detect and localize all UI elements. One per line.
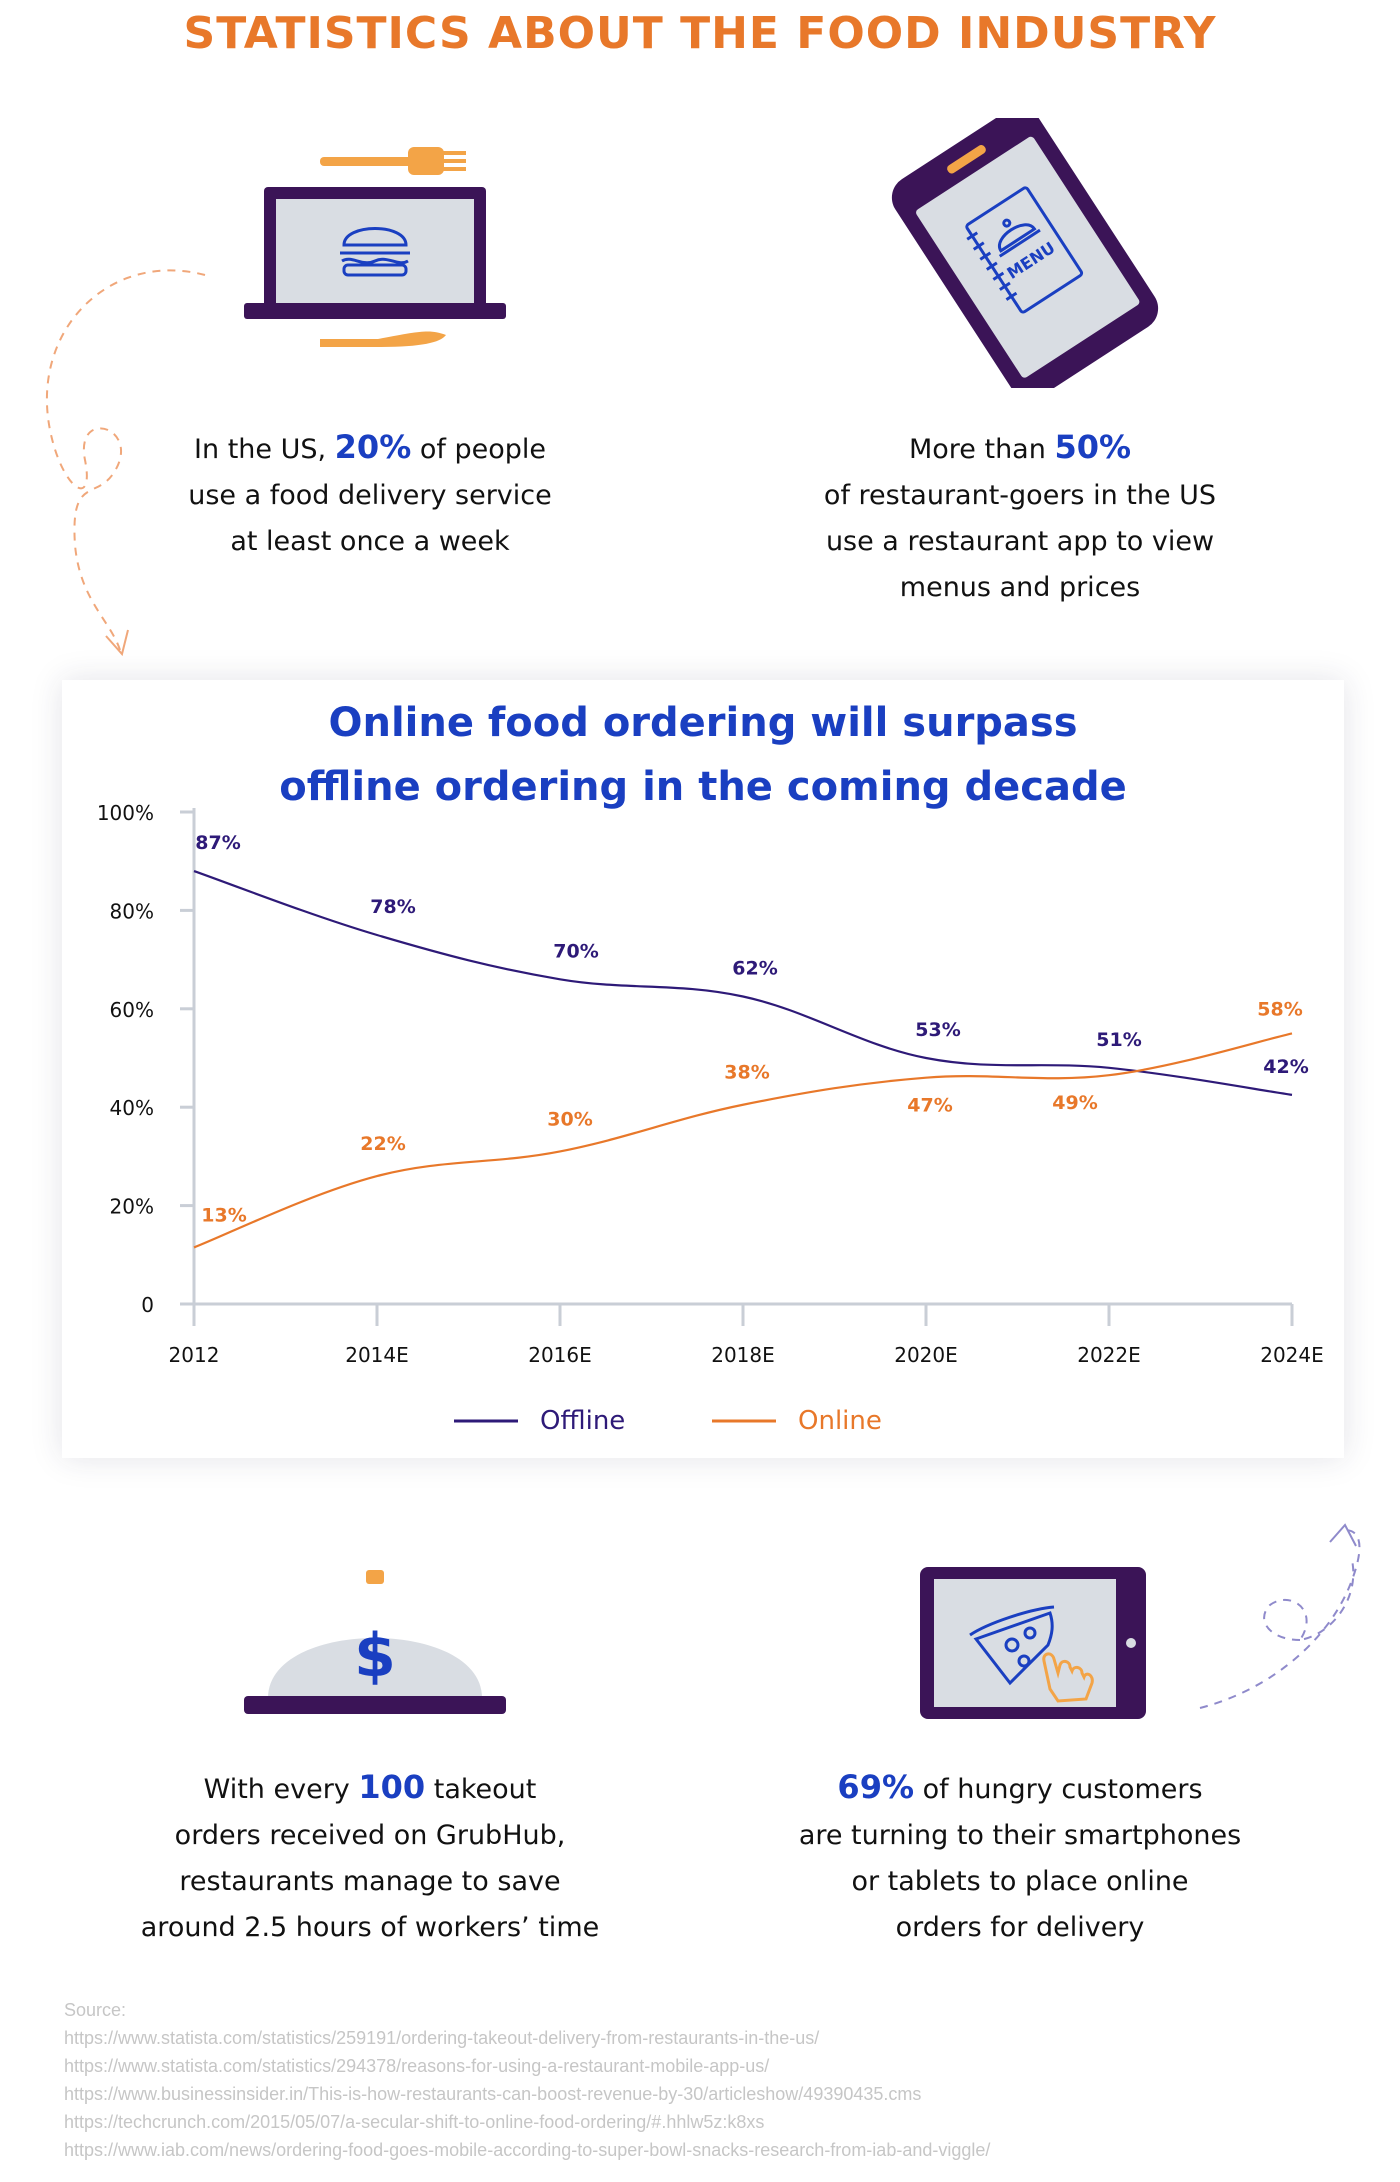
source-link[interactable]: https://www.statista.com/statistics/2591… [64,2028,820,2048]
x-tick-label: 2022E [1077,1343,1141,1367]
tablet-pizza-icon [920,1567,1146,1719]
source-link[interactable]: https://www.businessinsider.in/This-is-h… [64,2084,922,2104]
source-link[interactable]: https://techcrunch.com/2015/05/07/a-secu… [64,2112,765,2132]
source-link[interactable]: https://www.statista.com/statistics/2943… [64,2056,770,2076]
line-chart: 0 20% 40% 60% 80% 100% 2012 2014E 2016E 2018E 2020… [97,801,1324,1436]
x-tick-label: 2012 [169,1343,220,1367]
x-tick-label: 2014E [345,1343,409,1367]
chart-card: Online food ordering will surpass offlin… [62,680,1344,1458]
data-label-online: 22% [360,1133,405,1155]
sources-label: Source: [64,2000,127,2020]
data-label-online: 38% [724,1062,769,1084]
dashed-arrow-right [1199,1529,1361,1709]
stat-highlight: 69% [837,1768,915,1806]
data-label-online: 30% [547,1108,592,1130]
y-tick-label: 100% [97,801,154,825]
data-label-offline: 78% [370,896,415,918]
dashed-arrowhead-left [105,629,129,657]
series-line-online [193,1032,1293,1249]
knife-icon [320,331,446,347]
series-line-offline [193,870,1293,1096]
page-title: STATISTICS ABOUT THE FOOD INDUSTRY [183,8,1217,59]
fork-icon [320,147,466,175]
chart-title-line2: offline ordering in the coming decade [279,764,1127,810]
stat-grubhub: With every 100 takeout orders received o… [140,1768,600,1943]
y-tick-label: 0 [141,1293,154,1317]
legend-label-offline: Offline [540,1406,625,1436]
stat-highlight: 20% [334,428,412,466]
x-tick-label: 2018E [711,1343,775,1367]
y-tick-label: 40% [110,1096,154,1120]
data-label-offline: 62% [732,958,777,980]
dashed-arrowhead-right [1329,1523,1357,1547]
burger-icon [340,227,410,277]
data-label-offline: 53% [915,1019,960,1041]
dollar-sign: $ [354,1621,396,1691]
dashed-arrow-left [45,269,206,651]
stat-smartphones: 69% of hungry customers are turning to t… [798,1768,1242,1943]
y-tick-label: 60% [110,998,154,1022]
sources-list: Source: https://www.statista.com/statist… [64,1996,990,2164]
data-label-online: 13% [201,1204,246,1226]
data-label-online: 47% [907,1095,952,1117]
data-label-online: 49% [1052,1092,1097,1114]
phone-menu-icon: MENU [891,118,1159,388]
data-label-offline: 87% [195,832,240,854]
data-label-offline: 42% [1263,1056,1308,1078]
data-label-online: 58% [1257,998,1302,1020]
data-label-offline: 51% [1096,1029,1141,1051]
data-label-offline: 70% [553,940,598,962]
stat-delivery: In the US, 20% of people use a food deli… [188,428,552,557]
hand-pointer-icon [1042,1652,1094,1703]
stat-highlight: 50% [1054,428,1132,466]
x-tick-label: 2024E [1260,1343,1324,1367]
chart-title-line1: Online food ordering will surpass [328,700,1078,746]
laptop-burger-icon [244,147,506,347]
stat-restaurant-app: More than 50% of restaurant-goers in the… [823,428,1217,603]
legend-label-online: Online [798,1406,882,1436]
source-link[interactable]: https://www.iab.com/news/ordering-food-g… [64,2140,991,2160]
y-tick-label: 20% [110,1195,154,1219]
x-tick-label: 2020E [894,1343,958,1367]
x-tick-label: 2016E [528,1343,592,1367]
stat-highlight: 100 [358,1768,426,1806]
y-tick-label: 80% [110,899,154,923]
cloche-dollar-icon: $ [244,1570,506,1714]
